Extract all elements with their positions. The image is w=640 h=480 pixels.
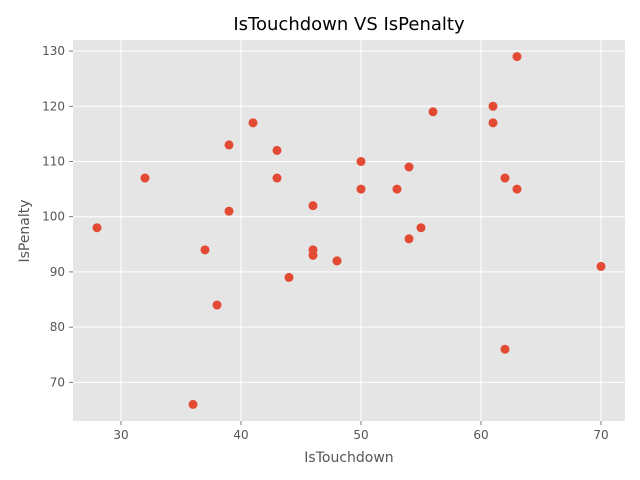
scatter-points bbox=[92, 52, 606, 409]
scatter-point bbox=[272, 173, 282, 183]
scatter-point bbox=[140, 173, 150, 183]
scatter-point bbox=[272, 145, 282, 155]
x-axis-label: IsTouchdown bbox=[304, 450, 393, 466]
x-axis-ticks: 30 40 50 60 70 bbox=[113, 421, 609, 442]
scatter-point bbox=[488, 118, 498, 128]
y-tick-label: 90 bbox=[50, 265, 65, 279]
x-tick-label: 60 bbox=[473, 428, 488, 442]
scatter-point bbox=[224, 206, 234, 216]
y-tick-label: 120 bbox=[42, 99, 65, 113]
y-tick-label: 70 bbox=[50, 375, 65, 389]
y-tick-label: 110 bbox=[42, 154, 65, 168]
y-axis-ticks: 70 80 90 100 110 120 130 bbox=[42, 44, 73, 389]
scatter-point bbox=[392, 184, 402, 194]
scatter-point bbox=[428, 107, 438, 117]
scatter-point bbox=[356, 184, 366, 194]
scatter-point bbox=[92, 223, 102, 233]
scatter-point bbox=[308, 250, 318, 260]
chart-title: IsTouchdown VS IsPenalty bbox=[233, 14, 465, 35]
x-tick-label: 30 bbox=[113, 428, 128, 442]
y-tick-label: 80 bbox=[50, 320, 65, 334]
scatter-point bbox=[356, 156, 366, 166]
scatter-point bbox=[212, 300, 222, 310]
scatter-point bbox=[248, 118, 258, 128]
scatter-point bbox=[332, 256, 342, 266]
scatter-point bbox=[416, 223, 426, 233]
y-tick-label: 130 bbox=[42, 44, 65, 58]
scatter-point bbox=[404, 162, 414, 172]
scatter-point bbox=[404, 234, 414, 244]
x-tick-label: 50 bbox=[353, 428, 368, 442]
scatter-point bbox=[224, 140, 234, 150]
scatter-point bbox=[284, 272, 294, 282]
scatter-point bbox=[596, 261, 606, 271]
scatter-point bbox=[512, 184, 522, 194]
scatter-point bbox=[500, 344, 510, 354]
plot-area bbox=[73, 40, 625, 421]
x-tick-label: 70 bbox=[593, 428, 608, 442]
scatter-point bbox=[500, 173, 510, 183]
scatter-point bbox=[188, 399, 198, 409]
scatter-point bbox=[488, 101, 498, 111]
y-axis-label: IsPenalty bbox=[17, 199, 33, 262]
y-tick-label: 100 bbox=[42, 210, 65, 224]
scatter-point bbox=[308, 201, 318, 211]
scatter-point bbox=[512, 52, 522, 62]
grid-lines bbox=[73, 40, 625, 421]
scatter-point bbox=[200, 245, 210, 255]
x-tick-label: 40 bbox=[233, 428, 248, 442]
